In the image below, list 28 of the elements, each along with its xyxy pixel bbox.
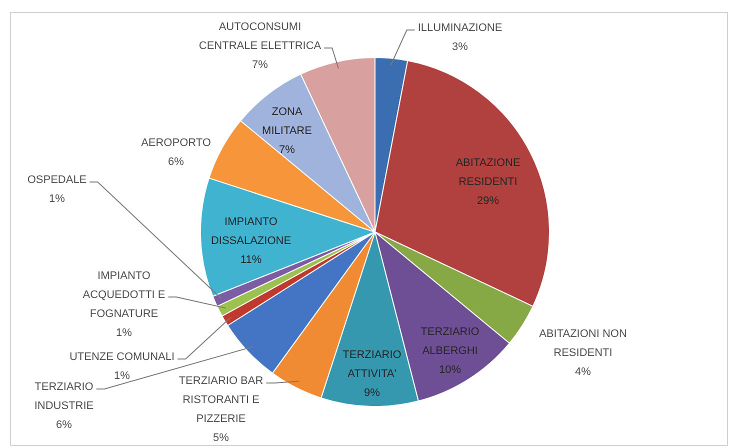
slice-label: AUTOCONSUMI CENTRALE ELETTRICA — [198, 21, 322, 52]
data-label: 1% — [116, 327, 132, 340]
data-label: 10% — [438, 364, 462, 376]
data-label: 11% — [240, 254, 262, 266]
slice-label: ZONA MILITARE — [262, 106, 312, 138]
data-label: 5% — [213, 432, 230, 444]
slice-label: TERZIARIO INDUSTRIE — [34, 381, 94, 412]
slice-label: ABITAZIONI NON RESIDENTI — [539, 328, 627, 360]
data-label: 1% — [49, 193, 66, 206]
data-label: 4% — [575, 366, 592, 378]
data-label: 7% — [252, 59, 268, 72]
data-label: 9% — [364, 387, 380, 400]
data-label: 3% — [452, 41, 468, 54]
slice-label: OSPEDALE — [27, 174, 87, 186]
slice-label: ABITAZIONE RESIDENTI — [456, 157, 520, 188]
data-label: 1% — [114, 370, 130, 382]
slice-label: TERZIARIO ATTIVITA' — [342, 349, 402, 380]
slice-label: IMPIANTO DISSALAZIONE — [210, 216, 292, 248]
data-label: 6% — [56, 419, 72, 432]
data-label: 6% — [168, 156, 184, 168]
slice-label: ILLUMINAZIONE — [418, 22, 502, 34]
slice-label: AEROPORTO — [141, 137, 212, 150]
slice-label: TERZIARIO BAR RISTORANTI E PIZZERIE — [178, 375, 264, 426]
slice-label: IMPIANTO ACQUEDOTTI E FOGNATURE — [82, 270, 166, 320]
slice-label: UTENZE COMUNALI — [69, 351, 175, 364]
data-label: 7% — [279, 144, 296, 156]
slice-label: TERZIARIO ALBERGHI — [420, 326, 480, 358]
data-label: 29% — [476, 195, 500, 208]
